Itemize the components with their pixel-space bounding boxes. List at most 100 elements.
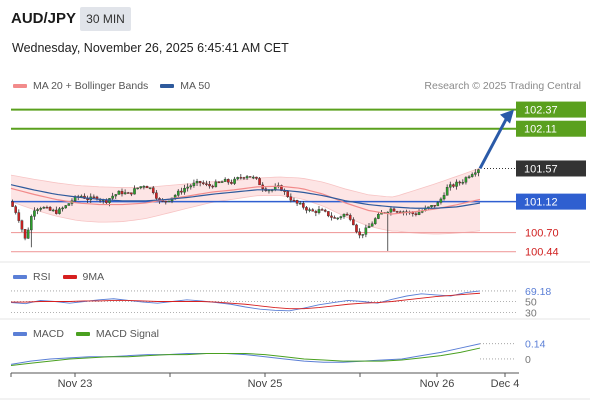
rsi-tick-label: 30 [525,308,537,320]
candle-down [258,178,261,186]
legend-swatch-macd-signal [75,332,90,336]
candle-down [205,183,208,185]
chart-header: AUD/JPY 30 MIN Wednesday, November 26, 2… [0,0,590,80]
candle-down [295,200,299,204]
candle-up [342,213,346,217]
candle-down [92,196,96,199]
candle-up [186,186,189,189]
candle-down [320,209,324,211]
candle-down [45,207,49,209]
candle-up [233,178,236,184]
candle-up [430,205,433,208]
legend-item-rsi: RSI [13,271,51,283]
legend-item-macd-signal: MACD Signal [75,328,159,340]
candle-down [305,207,308,211]
candle-down [248,176,252,178]
candle-down [164,200,168,203]
legend-swatch-macd [13,332,27,336]
legend-swatch-ma50 [160,84,175,88]
macd-line [10,343,481,365]
x-tick-label: Nov 26 [420,378,455,390]
candle-up [455,181,458,187]
candle-up [336,217,340,220]
legend-label-ma50: MA 50 [180,80,211,92]
candle-up [123,192,127,195]
candle-down [151,187,155,194]
candle-up [317,209,321,213]
candle-up [223,178,227,182]
candle-down [352,219,355,226]
projection-arrow-head [500,109,514,124]
candle-up [51,209,55,212]
candle-up [183,188,186,193]
candle-up [133,188,136,195]
candle-down [302,202,305,208]
candle-up [470,174,474,177]
candle-down [180,190,183,193]
candle-down [395,211,399,213]
candle-up [148,187,152,189]
current-price-badge [516,160,586,177]
candle-down [208,184,211,187]
candle-up [439,198,443,203]
candle-down [230,182,233,184]
legend-item-bollinger: MA 20 + Bollinger Bands [13,80,148,92]
candle-up [298,202,302,205]
candle-up [33,210,36,217]
candle-up [370,223,374,227]
candle-down [23,229,27,239]
candle-down [17,212,21,221]
candle-down [330,215,333,218]
target-level-label: 102.11 [524,124,557,136]
candle-down [458,181,461,184]
target-level-badge [516,120,586,137]
candle-up [245,176,249,179]
candle-down [292,199,296,202]
candle-down [333,217,336,219]
candle-up [139,186,143,189]
legend-item-rsi-ma: 9MA [62,271,105,283]
pivot-level-badge [516,193,586,210]
legend-label-macd: MACD [33,328,64,340]
candle-down [14,206,17,213]
candle-up [220,181,224,183]
candle-down [198,180,202,183]
candle-up [364,227,368,235]
candle-down [227,178,230,183]
candle-up [136,187,139,190]
candle-up [436,202,440,207]
rsi-legend: RSI 9MA [13,271,116,283]
rsi-ma-line [11,292,481,310]
candle-down [120,190,124,195]
candle-up [477,169,480,173]
candle-down [355,224,358,232]
legend-label-rsi-ma: 9MA [82,271,105,283]
copyright-text: Research © 2025 Trading Central [424,80,581,92]
candle-down [242,177,246,179]
candle-up [176,190,180,196]
candle-down [211,185,214,188]
macd-signal-line [10,347,481,366]
candle-up [445,187,449,196]
legend-label-bollinger: MA 20 + Bollinger Bands [33,80,149,92]
legend-label-rsi: RSI [33,271,51,283]
candle-up [474,172,477,175]
candle-up [417,212,421,215]
macd-tick-label: 0.14 [525,339,546,351]
support-level-label: 100.70 [525,228,559,240]
candle-up [117,190,121,195]
candle-up [236,177,239,180]
legend-swatch-rsi [13,275,27,279]
legend-item-ma50: MA 50 [160,80,210,92]
candle-down [452,184,455,187]
candle-up [449,184,452,188]
bollinger-band [11,168,480,235]
ma50-line [10,184,481,209]
macd-tick-label: 0 [525,354,531,366]
timeframe-badge[interactable]: 30 MIN [80,7,131,31]
candle-down [327,211,330,217]
candle-down [130,192,133,195]
candle-up [442,195,446,200]
candle-up [167,200,171,203]
